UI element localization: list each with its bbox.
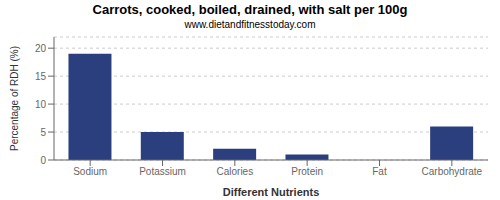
html-text:Carrots, cooked, boiled, drain: Carrots, cooked, boiled, drained, with s… [92,2,408,17]
svg-text:Potassium: Potassium [139,166,186,177]
svg-text:Different Nutrients: Different Nutrients [223,186,320,198]
svg-text:Protein: Protein [291,166,323,177]
svg-text:Calories: Calories [216,166,253,177]
svg-text:Sodium: Sodium [73,166,107,177]
svg-text:Percentage of RDH (%): Percentage of RDH (%) [9,46,20,151]
svg-text:15: 15 [35,71,47,82]
html-text:www.dietandfitnesstoday.com: www.dietandfitnesstoday.com [184,19,316,30]
svg-text:0: 0 [40,155,46,166]
svg-text:10: 10 [35,99,47,110]
svg-text:Carbohydrate: Carbohydrate [422,166,483,177]
svg-text:5: 5 [40,127,46,138]
svg-text:20: 20 [35,43,47,54]
svg-text:Fat: Fat [372,166,387,177]
